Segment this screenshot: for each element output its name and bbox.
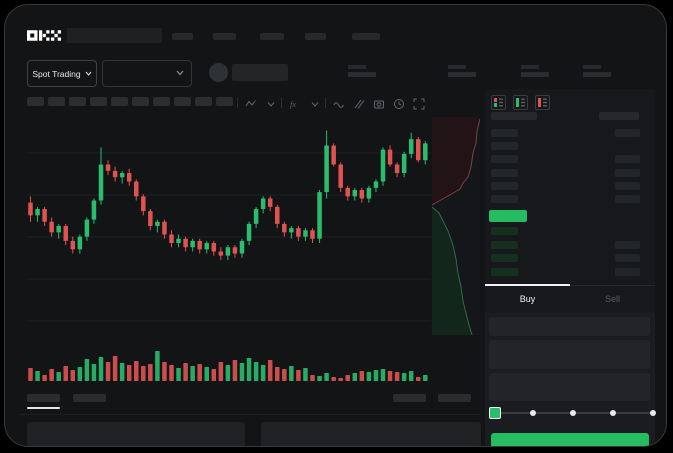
okx-logo [27,30,61,41]
toolbar-separator [237,98,238,108]
buy-tab-indicator [485,284,570,286]
slider-stop[interactable] [610,410,616,416]
active-tab-indicator [27,407,60,409]
depth-mini-chart [432,117,480,335]
timeframe-button[interactable] [195,97,212,106]
candlestick-chart[interactable] [27,117,431,385]
bid-row-amount [615,267,640,276]
timeframe-button[interactable] [27,97,44,106]
pair-icon [209,63,228,82]
bid-row-price[interactable] [491,227,518,235]
order-form-input[interactable] [489,317,650,336]
history-clock-icon[interactable] [393,97,405,109]
bottom-panel-block [27,422,245,446]
order-form-input[interactable] [489,340,650,369]
chevron-down-icon[interactable] [265,97,277,109]
trade-sidebar: Buy Sell [485,89,656,446]
order-form-input[interactable] [489,373,650,401]
timeframe-button[interactable] [90,97,107,106]
ask-row-amount [615,129,640,137]
orderbook-header-right [599,112,639,120]
camera-icon[interactable] [373,97,385,109]
stat-label-placeholder [583,65,601,69]
tab-buy[interactable]: Buy [519,294,536,304]
slider-stop[interactable] [570,410,576,416]
ask-row-price[interactable] [491,181,518,190]
timeframe-button[interactable] [132,97,149,106]
timeframe-button[interactable] [111,97,128,106]
bottom-tab[interactable] [73,394,106,402]
book-asks-only-icon[interactable] [535,95,550,110]
line-tool-icon[interactable] [333,97,345,109]
stat-value-placeholder [348,72,376,77]
orderbook-header-left [491,112,537,120]
stat-value-placeholder [583,72,611,77]
stat-value-placeholder [448,72,476,77]
chevron-down-icon [176,70,184,76]
timeframe-button[interactable] [69,97,86,106]
ask-row-amount [615,155,640,164]
last-price-badge[interactable] [489,210,527,222]
bottom-tab[interactable] [438,394,471,402]
stat-value-placeholder [521,72,549,77]
book-bids-only-icon[interactable] [513,95,528,110]
market-type-label: Spot Trading [32,68,81,79]
ask-row-price[interactable] [491,142,518,151]
timeframe-button[interactable] [174,97,191,106]
toolbar-separator [281,98,282,108]
bottom-tab[interactable] [393,394,426,402]
ask-row-price[interactable] [491,195,518,203]
interval-zigzag-icon[interactable] [245,97,257,109]
fullscreen-icon[interactable] [413,97,425,110]
nav-item[interactable] [305,33,326,40]
stat-label-placeholder [521,65,539,69]
stat-label-placeholder [348,65,366,69]
chevron-down-icon[interactable] [309,97,321,109]
timeframe-button[interactable] [48,97,65,106]
indicators-fx-icon[interactable]: fx [289,97,301,109]
bottom-panel-block [261,422,481,446]
bid-row-price[interactable] [491,267,518,276]
amount-slider-handle[interactable] [489,407,501,419]
ask-row-price[interactable] [491,168,518,177]
svg-text:fx: fx [290,100,296,109]
slider-stop[interactable] [530,410,536,416]
toolbar-separator [325,98,326,108]
bid-row-price[interactable] [491,254,518,262]
ask-row-amount [615,168,640,177]
tab-sell[interactable]: Sell [604,294,620,304]
pair-name-placeholder [232,64,288,81]
ask-row-amount [615,181,640,190]
market-type-selector[interactable]: Spot Trading [27,60,97,87]
nav-item[interactable] [260,33,284,40]
app-window: Spot Trading Buy Sell [4,4,667,447]
bottom-tab[interactable] [27,394,60,402]
nav-item[interactable] [352,33,380,40]
slider-stop[interactable] [650,410,656,416]
pair-dropdown[interactable] [102,60,192,87]
bid-row-amount [615,254,640,262]
chevron-down-icon [85,71,92,76]
timeframe-button[interactable] [153,97,170,106]
ask-row-amount [615,195,640,203]
nav-item[interactable] [213,33,236,40]
stat-label-placeholder [448,65,466,69]
ask-row-price[interactable] [491,129,518,137]
submit-order-button[interactable] [491,433,649,446]
compare-lines-icon[interactable] [353,97,365,109]
title-placeholder [67,28,162,43]
book-combined-icon[interactable] [491,95,506,110]
ask-row-price[interactable] [491,155,518,164]
nav-item[interactable] [172,33,193,40]
order-tabs [485,285,655,314]
bid-row-price[interactable] [491,240,518,249]
bid-row-amount [615,240,640,249]
timeframe-button[interactable] [216,97,233,106]
divider [19,414,481,415]
